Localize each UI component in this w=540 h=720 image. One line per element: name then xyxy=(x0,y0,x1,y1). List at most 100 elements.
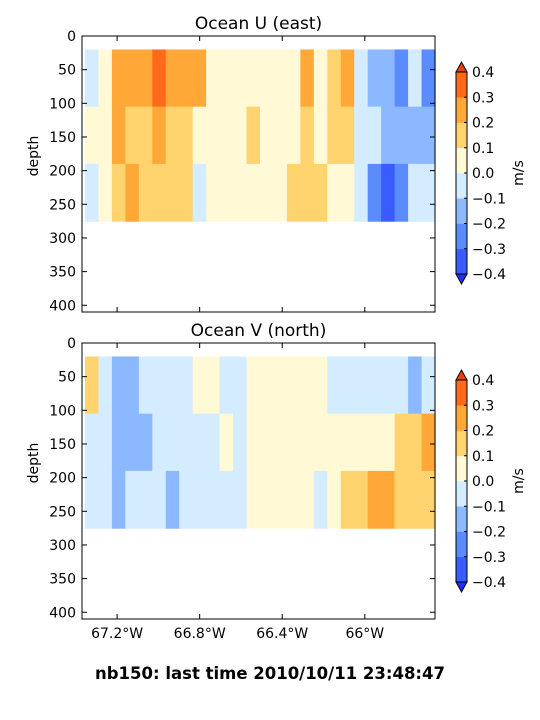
colorbar-band xyxy=(456,531,467,558)
heatmap-cell xyxy=(327,163,342,222)
colorbar-extend-max xyxy=(455,368,468,381)
heatmap-cell xyxy=(313,106,328,165)
heatmap-cell xyxy=(179,49,194,108)
y-tick-label: 50 xyxy=(58,370,76,386)
heatmap-cell xyxy=(138,470,153,529)
heatmap-cell xyxy=(394,413,409,472)
heatmap-cell xyxy=(98,470,113,529)
heatmap-cell xyxy=(394,106,409,165)
heatmap-cell xyxy=(98,413,113,472)
heatmap-cell xyxy=(246,356,261,415)
heatmap-cell xyxy=(246,49,261,108)
heatmap-cell xyxy=(233,106,248,165)
heatmap-cell xyxy=(273,163,288,222)
colorbar-tick-label: −0.4 xyxy=(472,575,506,591)
heatmap-cell xyxy=(354,413,369,472)
heatmap-cell xyxy=(246,106,261,165)
heatmap-cell xyxy=(421,163,436,222)
colorbar-label: m/s xyxy=(511,160,527,186)
y-tick-label: 100 xyxy=(49,96,76,112)
axes-frame xyxy=(81,35,436,313)
colorbar-extend-max xyxy=(455,60,468,73)
heatmap-cell xyxy=(313,413,328,472)
heatmap-cell xyxy=(286,106,301,165)
heatmap-cell xyxy=(219,470,234,529)
heatmap-cell xyxy=(421,356,436,415)
heatmap-cell xyxy=(354,356,369,415)
heatmap-cell xyxy=(85,413,100,472)
heatmap-cell xyxy=(192,356,207,415)
heatmap-cell xyxy=(394,49,409,108)
heatmap-cell xyxy=(206,106,221,165)
heatmap-cell xyxy=(85,356,100,415)
heatmap-cell xyxy=(381,356,396,415)
axes-frame xyxy=(81,342,436,620)
heatmap-cell xyxy=(340,163,355,222)
heatmap-cell xyxy=(85,49,100,108)
heatmap-cell xyxy=(85,106,100,165)
x-tick-label: 66.4°W xyxy=(256,626,308,642)
heatmap-cell xyxy=(206,413,221,472)
heatmap-cell xyxy=(421,413,436,472)
heatmap-cell xyxy=(233,49,248,108)
heatmap-cell xyxy=(340,356,355,415)
heatmap-cell xyxy=(98,106,113,165)
y-tick-label: 300 xyxy=(49,231,76,247)
heatmap-cell xyxy=(408,470,423,529)
y-tick-label: 350 xyxy=(49,265,76,281)
colorbar-tick-label: 0.0 xyxy=(472,166,494,182)
chart-title: Ocean V (north) xyxy=(191,321,327,341)
heatmap-cell xyxy=(286,49,301,108)
heatmap-cell xyxy=(219,413,234,472)
heatmap-cell xyxy=(340,413,355,472)
x-tick-label: 66°W xyxy=(345,626,384,642)
heatmap-cell xyxy=(300,356,315,415)
heatmap-cell xyxy=(354,49,369,108)
heatmap-cell xyxy=(273,470,288,529)
heatmap-cell xyxy=(340,470,355,529)
heatmap-cell xyxy=(381,470,396,529)
heatmap-cell xyxy=(138,49,153,108)
heatmap-cell xyxy=(179,413,194,472)
heatmap-cell xyxy=(313,470,328,529)
y-tick-label: 200 xyxy=(49,164,76,180)
heatmap-cell xyxy=(233,470,248,529)
heatmap-cell xyxy=(260,163,275,222)
heatmap-cell xyxy=(367,49,382,108)
heatmap-cell xyxy=(179,356,194,415)
heatmap-cell xyxy=(192,106,207,165)
heatmap-cell xyxy=(367,356,382,415)
heatmap-cell xyxy=(367,163,382,222)
heatmap-cell xyxy=(138,106,153,165)
heatmap-cell xyxy=(354,163,369,222)
heatmap-cell xyxy=(152,163,167,222)
y-tick-label: 400 xyxy=(49,298,76,314)
heatmap-cell xyxy=(394,163,409,222)
x-tick-label: 67.2°W xyxy=(91,626,143,642)
heatmap-cell xyxy=(286,470,301,529)
heatmap-cell xyxy=(138,163,153,222)
panel-1: 0 50 100 150 200 250 300 350 400 Ocean U (east) de… xyxy=(26,14,527,314)
heatmap-cell xyxy=(152,106,167,165)
heatmap-cell xyxy=(260,470,275,529)
heatmap-cell xyxy=(125,106,140,165)
heatmap-cell xyxy=(273,356,288,415)
heatmap-cell xyxy=(165,163,180,222)
y-tick-label: 200 xyxy=(49,471,76,487)
heatmap-cell xyxy=(354,470,369,529)
heatmap-cell xyxy=(286,163,301,222)
heatmap-cell xyxy=(85,163,100,222)
heatmap-cell xyxy=(98,163,113,222)
heatmap-cell xyxy=(111,49,126,108)
heatmap-cell xyxy=(381,163,396,222)
colorbar-extend-min xyxy=(455,273,468,286)
heatmap-cell xyxy=(192,163,207,222)
heatmap-cell xyxy=(246,413,261,472)
heatmap-cell xyxy=(165,413,180,472)
heatmap-cell xyxy=(408,49,423,108)
heatmap-cell xyxy=(179,470,194,529)
colorbar-band xyxy=(456,72,467,98)
colorbar-label: m/s xyxy=(511,468,527,494)
heatmap-cell xyxy=(421,106,436,165)
heatmap-cell xyxy=(286,356,301,415)
